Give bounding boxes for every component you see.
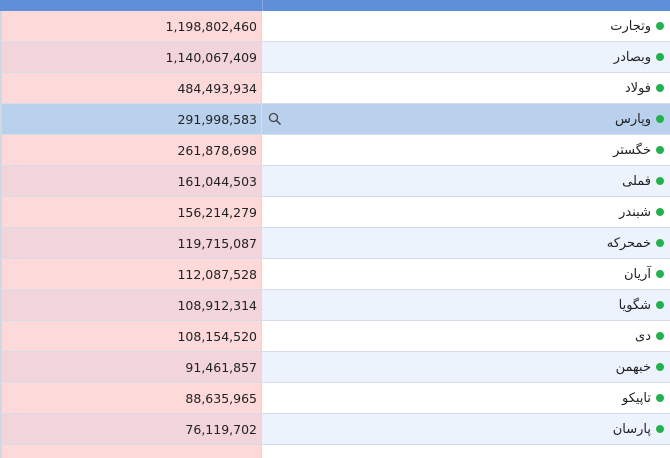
row-edge-marker (0, 383, 2, 413)
green-dot-icon (656, 239, 664, 247)
row-value: 1,140,067,409 (2, 42, 262, 72)
row-value: 1,198,802,460 (2, 11, 262, 41)
table-row[interactable]: 91,461,857 خبهمن (0, 352, 670, 383)
row-edge-marker (0, 321, 2, 351)
row-value: 112,087,528 (2, 259, 262, 289)
green-dot-icon (656, 332, 664, 340)
row-name-cell[interactable]: وبصادر (262, 42, 670, 72)
row-symbol-name: دی (635, 328, 651, 344)
row-name-cell[interactable]: پارسان (262, 414, 670, 444)
green-dot-icon (656, 270, 664, 278)
green-dot-icon (656, 177, 664, 185)
row-edge-marker (0, 73, 2, 103)
table-row[interactable]: 119,715,087 خمحرکه (0, 228, 670, 259)
row-symbol-name: فملی (622, 173, 651, 189)
row-value: 161,044,503 (2, 166, 262, 196)
table-row[interactable]: 112,087,528 آریان (0, 259, 670, 290)
table-row[interactable]: 88,635,965 تاپیکو (0, 383, 670, 414)
table-row[interactable]: 1,140,067,409 وبصادر (0, 42, 670, 73)
green-dot-icon (656, 301, 664, 309)
row-edge-marker (0, 259, 2, 289)
row-name-cell[interactable]: خگستر (262, 135, 670, 165)
row-value: 108,912,314 (2, 290, 262, 320)
row-symbol-name: خگستر (613, 142, 651, 158)
table-row[interactable]: 156,214,279 شبندر (0, 197, 670, 228)
row-edge-marker (0, 445, 2, 458)
row-value: 88,635,965 (2, 383, 262, 413)
row-edge-marker (0, 352, 2, 382)
row-value: 261,878,698 (2, 135, 262, 165)
row-symbol-name: تاپیکو (621, 390, 651, 406)
row-name-cell[interactable]: وپارس (262, 104, 670, 134)
row-edge-marker (0, 414, 2, 444)
green-dot-icon (656, 146, 664, 154)
row-value: 108,154,520 (2, 321, 262, 351)
row-symbol-name: خمحرکه (606, 235, 651, 251)
row-name-cell[interactable]: وتجارت (262, 11, 670, 41)
table-row-selected[interactable]: 291,998,583 وپارس (0, 104, 670, 135)
green-dot-icon (656, 115, 664, 123)
row-symbol-name: پارسان (612, 421, 651, 437)
green-dot-icon (656, 22, 664, 30)
row-name-cell[interactable]: تاپیکو (262, 383, 670, 413)
row-value: 291,998,583 (2, 104, 262, 134)
table-row[interactable]: 76,119,702 پارسان (0, 414, 670, 445)
row-edge-marker (0, 11, 2, 41)
table-row[interactable]: 108,154,520 دی (0, 321, 670, 352)
row-name-cell[interactable] (262, 445, 670, 458)
row-symbol-name: وبصادر (613, 49, 651, 65)
row-name-cell[interactable]: خمحرکه (262, 228, 670, 258)
table-row[interactable]: 161,044,503 فملی (0, 166, 670, 197)
green-dot-icon (656, 208, 664, 216)
row-edge-marker (0, 135, 2, 165)
row-name-cell[interactable]: فولاد (262, 73, 670, 103)
row-edge-marker (0, 197, 2, 227)
green-dot-icon (656, 425, 664, 433)
table-row[interactable] (0, 445, 670, 458)
green-dot-icon (656, 84, 664, 92)
table-row[interactable]: 108,912,314 شگویا (0, 290, 670, 321)
row-edge-marker (0, 42, 2, 72)
row-name-cell[interactable]: خبهمن (262, 352, 670, 382)
row-symbol-name: شگویا (618, 297, 651, 313)
row-symbol-name: وتجارت (610, 18, 651, 34)
row-value: 484,493,934 (2, 73, 262, 103)
row-name-cell[interactable]: شگویا (262, 290, 670, 320)
row-edge-marker (0, 104, 2, 134)
green-dot-icon (656, 363, 664, 371)
row-value: 156,214,279 (2, 197, 262, 227)
row-symbol-name: آریان (623, 266, 651, 282)
row-value (2, 445, 262, 458)
row-symbol-name: وپارس (614, 111, 651, 127)
row-symbol-name: خبهمن (615, 359, 651, 375)
table-row[interactable]: 1,198,802,460 وتجارت (0, 11, 670, 42)
row-name-cell[interactable]: دی (262, 321, 670, 351)
table-row[interactable]: 484,493,934 فولاد (0, 73, 670, 104)
row-name-cell[interactable]: آریان (262, 259, 670, 289)
row-edge-marker (0, 228, 2, 258)
row-name-cell[interactable]: فملی (262, 166, 670, 196)
green-dot-icon (656, 53, 664, 61)
row-edge-marker (0, 290, 2, 320)
row-value: 91,461,857 (2, 352, 262, 382)
row-value: 119,715,087 (2, 228, 262, 258)
row-value: 76,119,702 (2, 414, 262, 444)
row-symbol-name: شبندر (619, 204, 651, 220)
row-edge-marker (0, 166, 2, 196)
search-icon[interactable] (268, 112, 282, 126)
row-symbol-name: فولاد (624, 80, 651, 96)
table-row[interactable]: 261,878,698 خگستر (0, 135, 670, 166)
row-name-cell[interactable]: شبندر (262, 197, 670, 227)
header-column-divider (262, 0, 263, 11)
green-dot-icon (656, 394, 664, 402)
